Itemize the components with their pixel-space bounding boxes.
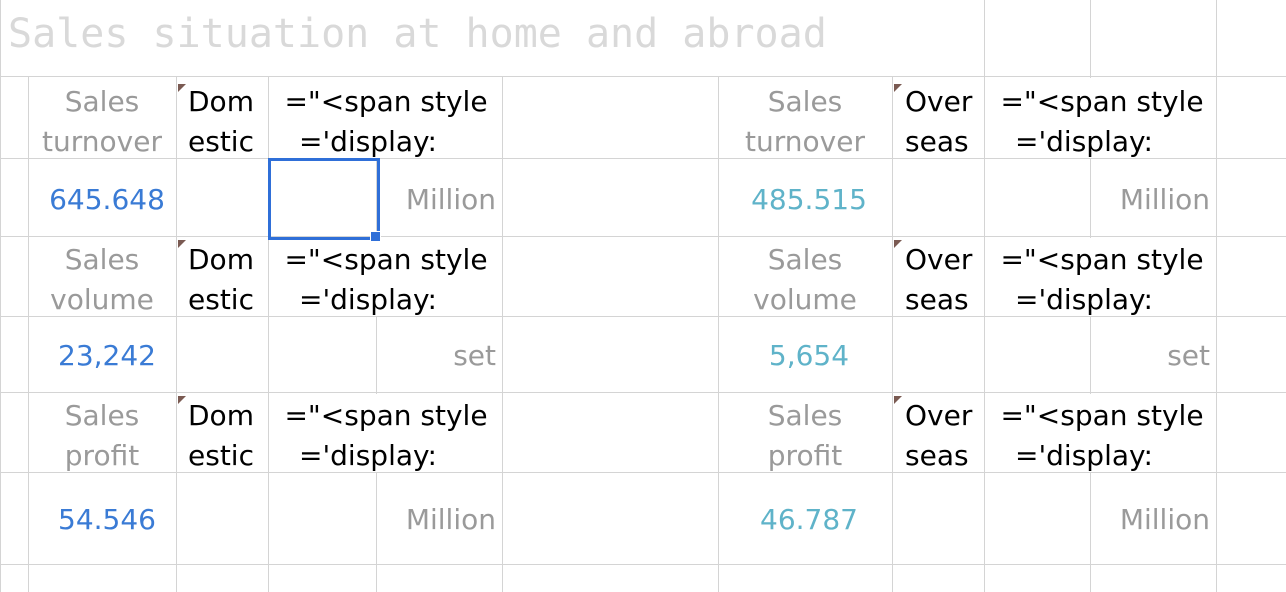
formula-cell[interactable]: ="<span style ='display: xyxy=(284,399,488,472)
sheet-title[interactable]: Sales situation at home and abroad xyxy=(8,11,827,57)
label-cell[interactable]: Sales volume xyxy=(50,243,154,316)
unit-cell[interactable]: set xyxy=(1167,339,1210,372)
category-cell[interactable]: Dom estic xyxy=(188,399,254,472)
value-cell[interactable]: 5,654 xyxy=(768,339,850,372)
value-cell[interactable]: 23,242 xyxy=(58,339,156,372)
fill-handle[interactable] xyxy=(370,231,381,242)
comment-indicator-icon[interactable] xyxy=(894,396,902,404)
category-cell[interactable]: Over seas xyxy=(905,85,973,158)
formula-cell[interactable]: ="<span style ='display: xyxy=(1000,399,1204,472)
value-cell[interactable]: 485.515 xyxy=(751,183,867,216)
unit-cell[interactable]: set xyxy=(453,339,496,372)
comment-indicator-icon[interactable] xyxy=(178,84,186,92)
comment-indicator-icon[interactable] xyxy=(894,84,902,92)
unit-cell[interactable]: Million xyxy=(1119,503,1210,536)
unit-cell[interactable]: Million xyxy=(1119,183,1210,216)
selected-cell[interactable] xyxy=(268,158,380,240)
label-cell[interactable]: Sales volume xyxy=(753,243,857,316)
formula-cell[interactable]: ="<span style ='display: xyxy=(284,85,488,158)
formula-cell[interactable]: ="<span style ='display: xyxy=(1000,243,1204,316)
value-cell[interactable]: 54.546 xyxy=(58,503,156,536)
label-cell[interactable]: Sales profit xyxy=(767,399,843,472)
label-cell[interactable]: Sales turnover xyxy=(745,85,865,158)
category-cell[interactable]: Over seas xyxy=(905,243,973,316)
comment-indicator-icon[interactable] xyxy=(178,240,186,248)
label-cell[interactable]: Sales turnover xyxy=(42,85,162,158)
formula-cell[interactable]: ="<span style ='display: xyxy=(284,243,488,316)
unit-cell[interactable]: Million xyxy=(405,503,496,536)
label-cell[interactable]: Sales profit xyxy=(64,399,140,472)
category-cell[interactable]: Dom estic xyxy=(188,85,254,158)
comment-indicator-icon[interactable] xyxy=(178,396,186,404)
formula-cell[interactable]: ="<span style ='display: xyxy=(1000,85,1204,158)
value-cell[interactable]: 46.787 xyxy=(760,503,858,536)
value-cell[interactable]: 645.648 xyxy=(49,183,165,216)
comment-indicator-icon[interactable] xyxy=(894,240,902,248)
unit-cell[interactable]: Million xyxy=(405,183,496,216)
category-cell[interactable]: Dom estic xyxy=(188,243,254,316)
category-cell[interactable]: Over seas xyxy=(905,399,973,472)
